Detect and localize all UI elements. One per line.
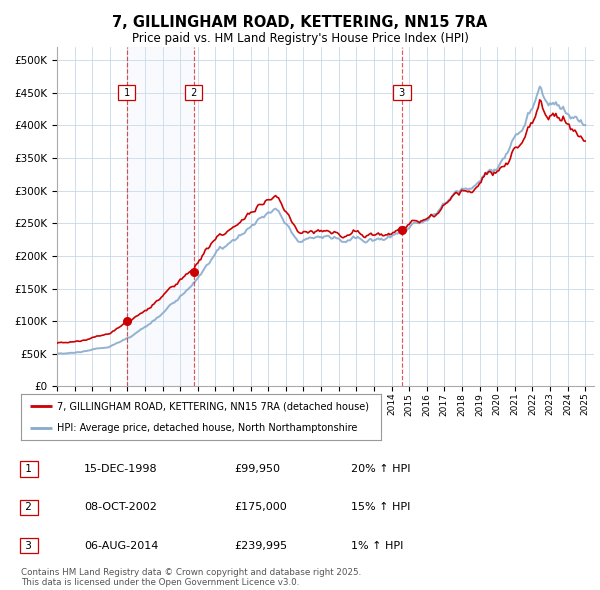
Text: 06-AUG-2014: 06-AUG-2014 — [84, 541, 158, 550]
Text: Price paid vs. HM Land Registry's House Price Index (HPI): Price paid vs. HM Land Registry's House … — [131, 32, 469, 45]
Text: 15% ↑ HPI: 15% ↑ HPI — [351, 503, 410, 512]
Text: 7, GILLINGHAM ROAD, KETTERING, NN15 7RA: 7, GILLINGHAM ROAD, KETTERING, NN15 7RA — [112, 15, 488, 30]
Text: 3: 3 — [396, 88, 408, 98]
Text: £239,995: £239,995 — [234, 541, 287, 550]
Text: 1: 1 — [121, 88, 133, 98]
Text: This data is licensed under the Open Government Licence v3.0.: This data is licensed under the Open Gov… — [21, 578, 299, 587]
Text: £99,950: £99,950 — [234, 464, 280, 474]
Text: 2: 2 — [188, 88, 200, 98]
Text: Contains HM Land Registry data © Crown copyright and database right 2025.: Contains HM Land Registry data © Crown c… — [21, 568, 361, 577]
Text: 08-OCT-2002: 08-OCT-2002 — [84, 503, 157, 512]
Bar — [127, 47, 194, 386]
Text: 15-DEC-1998: 15-DEC-1998 — [84, 464, 158, 474]
Text: 3: 3 — [22, 541, 35, 550]
Text: 2: 2 — [22, 503, 35, 512]
Text: £175,000: £175,000 — [234, 503, 287, 512]
Text: 20% ↑ HPI: 20% ↑ HPI — [351, 464, 410, 474]
Text: 1: 1 — [22, 464, 35, 474]
Text: 1% ↑ HPI: 1% ↑ HPI — [351, 541, 403, 550]
Text: 7, GILLINGHAM ROAD, KETTERING, NN15 7RA (detached house): 7, GILLINGHAM ROAD, KETTERING, NN15 7RA … — [57, 401, 369, 411]
Text: HPI: Average price, detached house, North Northamptonshire: HPI: Average price, detached house, Nort… — [57, 423, 358, 433]
